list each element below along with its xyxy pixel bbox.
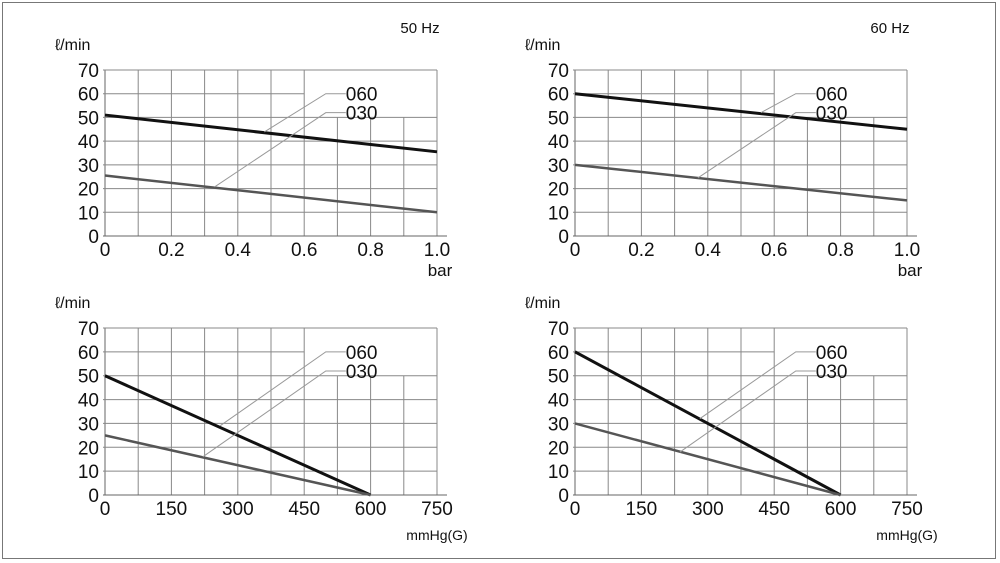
x-tick-label: 0.2: [158, 240, 184, 261]
x-tick-label: 450: [288, 499, 320, 520]
series-label-060: 060: [346, 343, 378, 364]
y-tick-label: 10: [548, 203, 569, 224]
x-tick-label: 1.0: [424, 240, 450, 261]
series-line-030: [574, 422, 841, 497]
series-line-030: [104, 174, 438, 214]
y-tick-label: 70: [548, 319, 569, 340]
y-tick-label: 20: [548, 180, 569, 201]
x-axis-label: mmHg(G): [406, 527, 467, 543]
leader-line-060: [219, 351, 346, 427]
x-axis-label: mmHg(G): [876, 527, 937, 543]
x-tick-label: 750: [421, 499, 453, 520]
series-line-030: [104, 434, 371, 497]
y-tick-label: 70: [78, 319, 99, 340]
y-tick-label: 60: [78, 343, 99, 364]
x-tick-label: 750: [891, 499, 923, 520]
chart-title: 50 Hz: [400, 20, 439, 37]
series-line-060: [104, 374, 372, 497]
y-tick-label: 30: [548, 156, 569, 177]
series-line-060: [104, 113, 438, 154]
y-tick-label: 20: [78, 180, 99, 201]
x-tick-label: 0: [570, 499, 581, 520]
x-tick-label: 0: [100, 240, 111, 261]
series-line-060: [574, 92, 908, 131]
x-tick-label: 0.2: [628, 240, 654, 261]
y-tick-label: 60: [548, 85, 569, 106]
y-tick-label: 20: [548, 438, 569, 459]
x-tick-label: 0.8: [827, 240, 853, 261]
x-tick-label: 0.6: [291, 240, 317, 261]
x-tick-label: 0.4: [225, 240, 252, 261]
y-tick-label: 0: [558, 227, 569, 248]
series-label-030: 030: [346, 362, 378, 383]
y-tick-label: 30: [548, 414, 569, 435]
y-tick-label: 60: [78, 85, 99, 106]
x-tick-label: 450: [758, 499, 790, 520]
y-tick-label: 40: [548, 391, 569, 412]
x-tick-label: 600: [825, 499, 857, 520]
y-axis-label: ℓ/min: [525, 37, 560, 54]
y-tick-label: 50: [548, 367, 569, 388]
y-tick-label: 0: [558, 486, 569, 507]
y-tick-label: 10: [78, 462, 99, 483]
leader-line-060: [699, 351, 816, 420]
y-tick-label: 0: [88, 227, 99, 248]
x-tick-label: 0: [100, 499, 111, 520]
y-tick-label: 50: [548, 108, 569, 129]
y-axis-label: ℓ/min: [525, 295, 560, 312]
y-tick-label: 0: [88, 486, 99, 507]
series-label-030: 030: [816, 104, 848, 125]
series-line-030: [574, 163, 908, 202]
x-tick-label: 0: [570, 240, 581, 261]
x-tick-label: 0.6: [761, 240, 787, 261]
y-tick-label: 40: [78, 132, 99, 153]
leader-line-030: [679, 370, 816, 453]
x-tick-label: 600: [355, 499, 387, 520]
y-tick-label: 40: [548, 132, 569, 153]
series-label-060: 060: [346, 85, 378, 106]
y-tick-label: 30: [78, 414, 99, 435]
leader-line-030: [202, 370, 346, 458]
y-tick-label: 10: [78, 203, 99, 224]
x-tick-label: 150: [626, 499, 658, 520]
x-tick-label: 150: [156, 499, 188, 520]
leader-line-030: [697, 112, 816, 179]
series-label-030: 030: [816, 362, 848, 383]
y-tick-label: 60: [548, 343, 569, 364]
x-tick-label: 0.8: [357, 240, 383, 261]
leader-line-060: [760, 93, 816, 114]
series-label-060: 060: [816, 343, 848, 364]
x-tick-label: 300: [222, 499, 254, 520]
series-line-060: [574, 350, 842, 497]
x-tick-label: 300: [692, 499, 724, 520]
y-tick-label: 30: [78, 156, 99, 177]
x-tick-label: 1.0: [894, 240, 920, 261]
y-tick-label: 10: [548, 462, 569, 483]
x-tick-label: 0.4: [695, 240, 722, 261]
series-label-060: 060: [816, 85, 848, 106]
y-tick-label: 20: [78, 438, 99, 459]
y-axis-label: ℓ/min: [55, 37, 90, 54]
chart-title: 60 Hz: [870, 20, 909, 37]
y-tick-label: 70: [548, 61, 569, 82]
x-axis-label: bar: [428, 261, 453, 280]
y-tick-label: 50: [78, 367, 99, 388]
leader-line-060: [264, 93, 346, 133]
y-tick-label: 40: [78, 391, 99, 412]
y-tick-label: 50: [78, 108, 99, 129]
series-label-030: 030: [346, 104, 378, 125]
leader-line-030: [214, 112, 346, 188]
y-tick-label: 70: [78, 61, 99, 82]
y-axis-label: ℓ/min: [55, 295, 90, 312]
x-axis-label: bar: [898, 261, 923, 280]
